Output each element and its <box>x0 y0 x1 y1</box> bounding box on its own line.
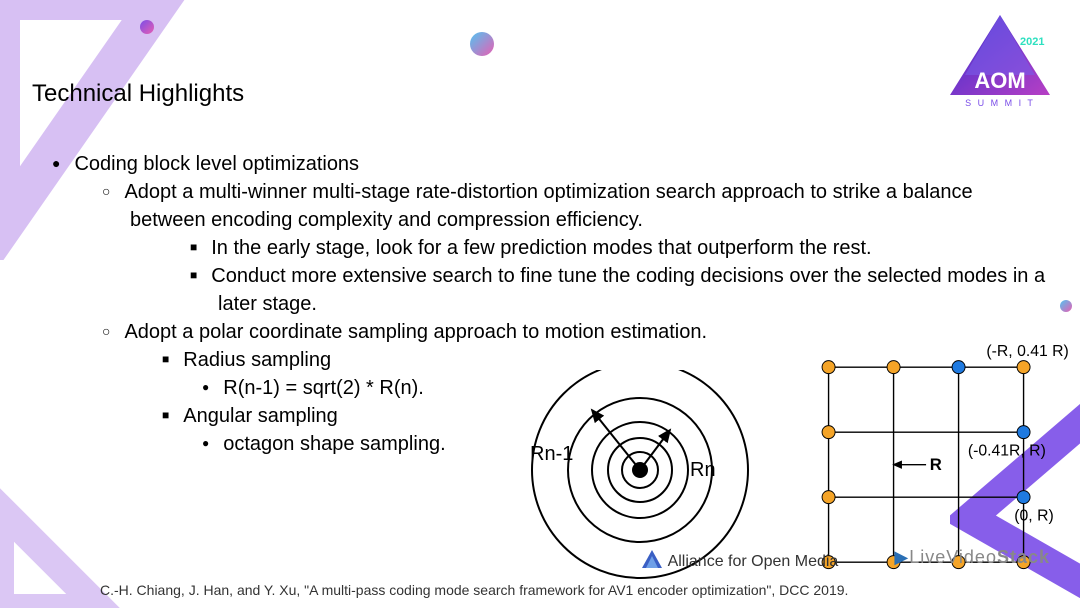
alliance-icon <box>640 548 664 572</box>
svg-text:Rn-1: Rn-1 <box>530 443 573 465</box>
aom-summit-logo: 2021 AOM S U M M I T <box>940 10 1060 110</box>
footer-org: Alliance for Open Media <box>640 548 838 572</box>
svg-text:(0, R): (0, R) <box>1014 507 1053 524</box>
bullet-sub1-b: Conduct more extensive search to fine tu… <box>190 262 1048 318</box>
citation: C.-H. Chiang, J. Han, and Y. Xu, "A mult… <box>100 582 848 598</box>
logo-name: AOM <box>974 68 1025 93</box>
svg-text:(-0.41R, R): (-0.41R, R) <box>968 442 1046 459</box>
deco-dot-3 <box>1060 300 1072 312</box>
svg-text:Rn: Rn <box>690 459 716 481</box>
bullet-sub1: Adopt a multi-winner multi-stage rate-di… <box>102 178 1048 318</box>
svg-text:R: R <box>930 455 942 474</box>
page-title: Technical Highlights <box>32 80 244 108</box>
watermark: ▶LiveVideoStack <box>894 547 1050 568</box>
logo-year: 2021 <box>1020 36 1044 48</box>
deco-dot-1 <box>140 20 154 34</box>
deco-dot-2 <box>470 32 494 56</box>
logo-subtitle: S U M M I T <box>965 98 1035 108</box>
bullet-sub1-a: In the early stage, look for a few predi… <box>190 234 1048 262</box>
svg-text:(-R, 0.41 R): (-R, 0.41 R) <box>986 343 1068 360</box>
